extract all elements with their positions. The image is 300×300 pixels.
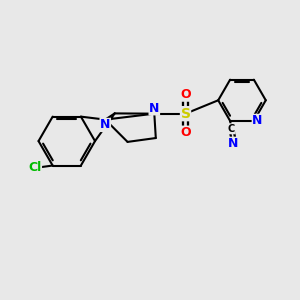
Text: N: N: [252, 114, 262, 128]
Text: O: O: [180, 88, 191, 101]
Text: C: C: [228, 124, 235, 134]
Text: N: N: [149, 102, 160, 115]
Text: O: O: [180, 126, 191, 139]
Text: Cl: Cl: [28, 160, 41, 173]
Text: S: S: [181, 107, 190, 121]
Text: N: N: [228, 137, 239, 150]
Text: N: N: [100, 118, 110, 131]
